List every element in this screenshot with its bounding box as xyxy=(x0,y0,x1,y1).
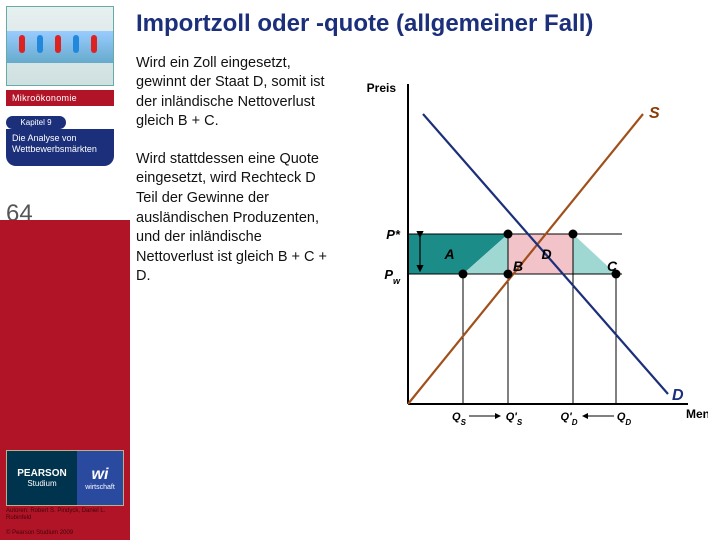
textbook-cover-thumbnail xyxy=(6,6,114,86)
publisher-name: PEARSON xyxy=(17,468,66,479)
publisher-imprint: Studium xyxy=(27,479,56,488)
svg-text:S: S xyxy=(649,105,660,122)
paragraph-2: Wird stattdessen eine Quote eingesetzt, … xyxy=(136,150,336,287)
svg-text:QS: QS xyxy=(452,411,467,427)
subject-bar: Mikroökonomie xyxy=(6,90,114,106)
wi-logo-sub: wirtschaft xyxy=(85,484,115,491)
author-credit: Autoren: Robert S. Pindyck, Daniel L. Ru… xyxy=(6,508,130,522)
tariff-quota-diagram: Preis Menge P* Pw S D A B D C QS Q'S Q'D QD xyxy=(348,54,708,479)
slide-title: Importzoll oder -quote (allgemeiner Fall… xyxy=(136,0,720,44)
svg-text:Q'D: Q'D xyxy=(561,411,578,427)
svg-text:Pw: Pw xyxy=(384,267,401,286)
svg-text:Q'S: Q'S xyxy=(506,411,523,427)
chapter-title: Die Analyse von Wettbewerbsmärkten xyxy=(6,129,114,166)
svg-text:A: A xyxy=(443,246,454,262)
svg-text:B: B xyxy=(513,258,523,274)
svg-text:QD: QD xyxy=(617,411,632,427)
publisher-logo: PEARSON Studium wi wirtschaft xyxy=(6,450,124,506)
svg-text:Preis: Preis xyxy=(367,81,397,95)
svg-text:D: D xyxy=(672,387,684,404)
paragraph-1: Wird ein Zoll eingesetzt, gewinnt der St… xyxy=(136,54,336,132)
slide-content: Importzoll oder -quote (allgemeiner Fall… xyxy=(136,0,720,540)
wi-logo-text: wi xyxy=(92,466,109,484)
sidebar: Mikroökonomie Kapitel 9 Die Analyse von … xyxy=(0,0,130,540)
svg-text:P*: P* xyxy=(386,227,401,242)
chart-svg: Preis Menge P* Pw S D A B D C QS Q'S Q'D QD xyxy=(348,54,708,474)
svg-text:C: C xyxy=(607,258,618,274)
explanation-text: Wird ein Zoll eingesetzt, gewinnt der St… xyxy=(136,54,336,479)
copyright-line: © Pearson Studium 2009 xyxy=(6,530,73,536)
chapter-number-tab: Kapitel 9 xyxy=(6,116,66,129)
svg-text:D: D xyxy=(541,246,551,262)
svg-text:Menge: Menge xyxy=(686,407,708,421)
